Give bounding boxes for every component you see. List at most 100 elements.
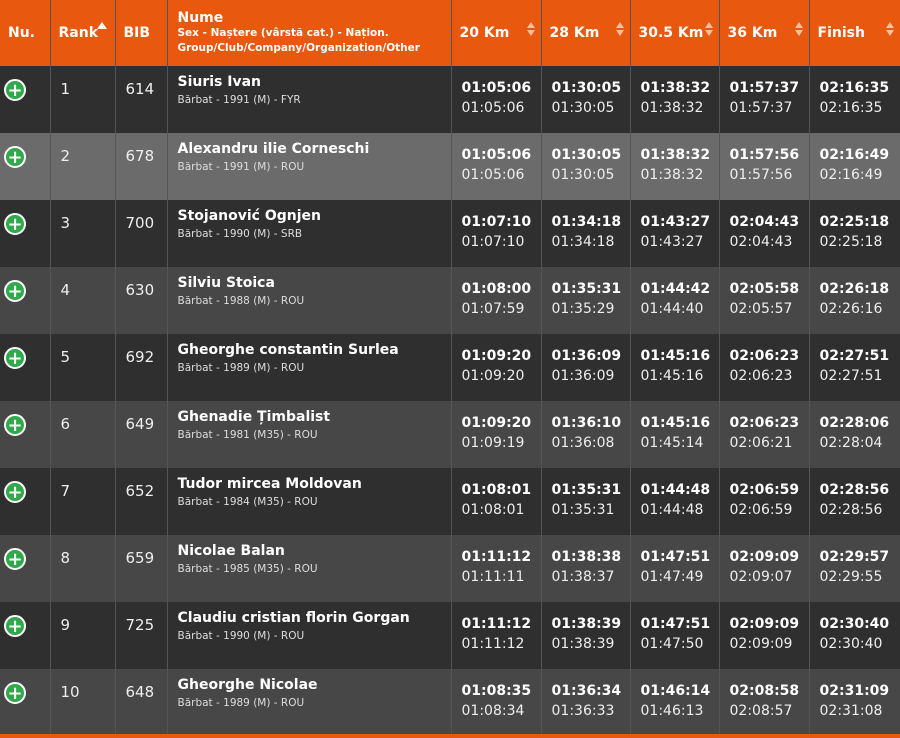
finish-cell: 02:30:40 02:30:40 bbox=[809, 602, 900, 669]
split-28km-time-net: 01:34:18 bbox=[551, 234, 615, 250]
plus-circle-icon[interactable]: + bbox=[4, 146, 26, 168]
split-36km-time-net: 02:05:57 bbox=[729, 301, 793, 317]
split-20km-time-net: 01:07:59 bbox=[461, 301, 525, 317]
bib-cell: 692 bbox=[115, 334, 168, 401]
expand-cell[interactable]: + bbox=[0, 200, 51, 267]
finish-time: 02:28:56 bbox=[819, 482, 890, 498]
bib-cell: 648 bbox=[115, 669, 168, 736]
plus-circle-icon[interactable]: + bbox=[4, 682, 26, 704]
col-header-finish[interactable]: Finish bbox=[809, 0, 900, 66]
expand-cell[interactable]: + bbox=[0, 535, 51, 602]
expand-cell[interactable]: + bbox=[0, 267, 51, 334]
bib-cell: 659 bbox=[115, 535, 168, 602]
split-28km-time: 01:30:05 bbox=[551, 147, 622, 163]
sort-arrows-icon[interactable] bbox=[885, 22, 894, 36]
table-row: +7 652 Tudor mircea Moldovan Bărbat - 1984 … bbox=[0, 468, 900, 535]
split-20km-time: 01:11:12 bbox=[461, 549, 532, 565]
col-header-rank[interactable]: Rank bbox=[50, 0, 116, 66]
runner-name[interactable]: Stojanović Ognjen bbox=[177, 208, 321, 224]
finish-cell: 02:16:35 02:16:35 bbox=[809, 66, 900, 133]
split-36km-cell: 02:06:23 02:06:21 bbox=[719, 401, 810, 468]
rank-cell: 4 bbox=[50, 267, 116, 334]
runner-name[interactable]: Siuris Ivan bbox=[177, 74, 262, 90]
plus-circle-icon[interactable]: + bbox=[4, 414, 26, 436]
table-header-row: Nu. Rank BIB Nume Sex - Naștere (vârstă … bbox=[0, 0, 900, 66]
split-30-5km-cell: 01:44:48 01:44:48 bbox=[630, 468, 720, 535]
plus-circle-icon[interactable]: + bbox=[4, 213, 26, 235]
split-36km-time: 01:57:56 bbox=[729, 147, 800, 163]
split-36km-time-net: 02:06:23 bbox=[729, 368, 793, 384]
expand-cell[interactable]: + bbox=[0, 401, 51, 468]
runner-meta: Bărbat - 1991 (M) - ROU bbox=[177, 161, 305, 173]
expand-cell[interactable]: + bbox=[0, 66, 51, 133]
finish-time: 02:16:49 bbox=[819, 147, 890, 163]
bib-cell: 725 bbox=[115, 602, 168, 669]
runner-name[interactable]: Alexandru ilie Corneschi bbox=[177, 141, 370, 157]
table-row: +8 659 Nicolae Balan Bărbat - 1985 (M35) - … bbox=[0, 535, 900, 602]
plus-circle-icon[interactable]: + bbox=[4, 347, 26, 369]
sort-arrows-icon[interactable] bbox=[615, 22, 624, 36]
expand-cell[interactable]: + bbox=[0, 669, 51, 736]
split-28km-time-net: 01:36:08 bbox=[551, 435, 615, 451]
split-30-5km-time: 01:43:27 bbox=[640, 214, 711, 230]
split-28km-cell: 01:36:09 01:36:09 bbox=[541, 334, 631, 401]
plus-circle-icon[interactable]: + bbox=[4, 280, 26, 302]
finish-time-net: 02:16:49 bbox=[819, 167, 883, 183]
expand-cell[interactable]: + bbox=[0, 334, 51, 401]
split-30-5km-time-net: 01:44:40 bbox=[640, 301, 704, 317]
split-36km-cell: 02:09:09 02:09:07 bbox=[719, 535, 810, 602]
table-row: +9 725 Claudiu cristian florin Gorgan Bărba… bbox=[0, 602, 900, 669]
col-header-20km[interactable]: 20 Km bbox=[451, 0, 542, 66]
split-20km-time-net: 01:09:20 bbox=[461, 368, 525, 384]
split-28km-time: 01:30:05 bbox=[551, 80, 622, 96]
split-28km-time: 01:35:31 bbox=[551, 281, 622, 297]
runner-name[interactable]: Nicolae Balan bbox=[177, 543, 285, 559]
split-36km-time-net: 01:57:37 bbox=[729, 100, 793, 116]
split-30-5km-cell: 01:47:51 01:47:50 bbox=[630, 602, 720, 669]
split-20km-cell: 01:11:12 01:11:12 bbox=[451, 602, 542, 669]
runner-meta: Bărbat - 1990 (M) - SRB bbox=[177, 228, 303, 240]
plus-circle-icon[interactable]: + bbox=[4, 79, 26, 101]
split-36km-cell: 02:08:58 02:08:57 bbox=[719, 669, 810, 736]
plus-circle-icon[interactable]: + bbox=[4, 481, 26, 503]
runner-cell: Claudiu cristian florin Gorgan Bărbat - 1… bbox=[167, 602, 452, 669]
split-20km-time: 01:08:01 bbox=[461, 482, 532, 498]
finish-cell: 02:28:06 02:28:04 bbox=[809, 401, 900, 468]
runner-name[interactable]: Gheorghe Nicolae bbox=[177, 677, 318, 693]
finish-cell: 02:31:09 02:31:08 bbox=[809, 669, 900, 736]
finish-time-net: 02:28:04 bbox=[819, 435, 883, 451]
split-30-5km-cell: 01:38:32 01:38:32 bbox=[630, 133, 720, 200]
sort-ascending-icon[interactable] bbox=[96, 22, 107, 29]
plus-circle-icon[interactable]: + bbox=[4, 548, 26, 570]
finish-time: 02:28:06 bbox=[819, 415, 890, 431]
expand-cell[interactable]: + bbox=[0, 133, 51, 200]
runner-name[interactable]: Ghenadie Țimbalist bbox=[177, 409, 331, 425]
col-header-30-5km[interactable]: 30.5 Km bbox=[630, 0, 720, 66]
runner-name[interactable]: Tudor mircea Moldovan bbox=[177, 476, 362, 492]
col-header-28km[interactable]: 28 Km bbox=[541, 0, 631, 66]
sort-arrows-icon[interactable] bbox=[526, 22, 535, 36]
sort-arrows-icon[interactable] bbox=[704, 22, 713, 36]
split-30-5km-time-net: 01:38:32 bbox=[640, 100, 704, 116]
split-30-5km-cell: 01:45:16 01:45:14 bbox=[630, 401, 720, 468]
runner-name[interactable]: Silviu Stoica bbox=[177, 275, 275, 291]
split-30-5km-time-net: 01:45:16 bbox=[640, 368, 704, 384]
split-36km-cell: 01:57:56 01:57:56 bbox=[719, 133, 810, 200]
finish-cell: 02:26:18 02:26:16 bbox=[809, 267, 900, 334]
rank-cell: 7 bbox=[50, 468, 116, 535]
expand-cell[interactable]: + bbox=[0, 602, 51, 669]
finish-cell: 02:16:49 02:16:49 bbox=[809, 133, 900, 200]
runner-cell: Nicolae Balan Bărbat - 1985 (M35) - ROU bbox=[167, 535, 452, 602]
sort-arrows-icon[interactable] bbox=[794, 22, 803, 36]
runner-cell: Silviu Stoica Bărbat - 1988 (M) - ROU bbox=[167, 267, 452, 334]
runner-name[interactable]: Gheorghe constantin Surlea bbox=[177, 342, 399, 358]
split-36km-cell: 01:57:37 01:57:37 bbox=[719, 66, 810, 133]
finish-time-net: 02:28:56 bbox=[819, 502, 883, 518]
split-30-5km-time: 01:45:16 bbox=[640, 348, 711, 364]
expand-cell[interactable]: + bbox=[0, 468, 51, 535]
bib-cell: 678 bbox=[115, 133, 168, 200]
runner-name[interactable]: Claudiu cristian florin Gorgan bbox=[177, 610, 410, 626]
col-header-36km[interactable]: 36 Km bbox=[719, 0, 810, 66]
plus-circle-icon[interactable]: + bbox=[4, 615, 26, 637]
split-36km-time: 01:57:37 bbox=[729, 80, 800, 96]
